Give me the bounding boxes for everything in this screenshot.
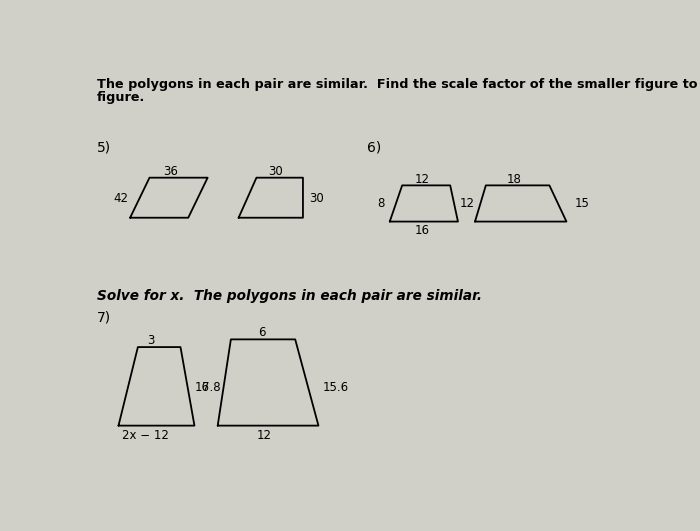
Text: 15: 15 — [574, 198, 589, 210]
Text: 3: 3 — [148, 333, 155, 347]
Text: 12: 12 — [257, 429, 272, 442]
Text: 5): 5) — [97, 141, 111, 155]
Text: The polygons in each pair are similar.  Find the scale factor of the smaller fig: The polygons in each pair are similar. F… — [97, 78, 700, 91]
Text: 2x − 12: 2x − 12 — [122, 429, 169, 442]
Text: 30: 30 — [309, 192, 324, 205]
Text: 6): 6) — [367, 141, 381, 155]
Text: figure.: figure. — [97, 91, 145, 105]
Text: 8: 8 — [377, 198, 384, 210]
Text: 6: 6 — [258, 326, 265, 339]
Text: 7): 7) — [97, 310, 111, 324]
Text: 12: 12 — [460, 198, 475, 210]
Text: 16: 16 — [415, 224, 430, 236]
Text: 12: 12 — [415, 173, 430, 186]
Text: Solve for x.  The polygons in each pair are similar.: Solve for x. The polygons in each pair a… — [97, 289, 482, 303]
Text: 36: 36 — [163, 165, 178, 178]
Text: 15.6: 15.6 — [322, 381, 349, 393]
Text: 16: 16 — [195, 381, 210, 393]
Text: 42: 42 — [113, 192, 128, 205]
Text: 7.8: 7.8 — [202, 381, 220, 393]
Text: 30: 30 — [269, 165, 284, 178]
Text: 18: 18 — [507, 173, 522, 186]
